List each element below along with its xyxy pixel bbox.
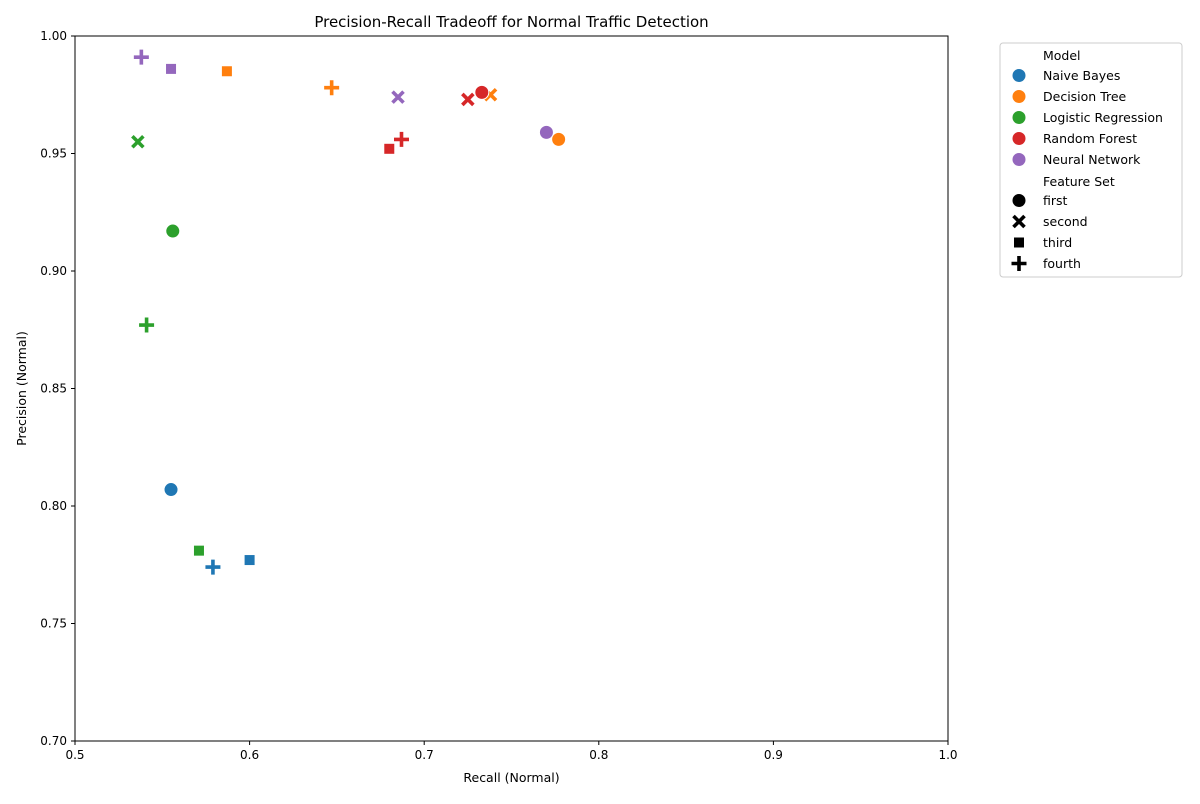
x-tick-label: 1.0 <box>938 748 957 762</box>
legend-frame <box>999 42 1183 278</box>
data-point-random-forest-third <box>384 143 395 154</box>
x-tick-label: 0.5 <box>65 748 84 762</box>
legend-label: first <box>1043 193 1068 208</box>
data-point-decision-tree-fourth <box>324 80 340 96</box>
x-tick-label: 0.8 <box>589 748 608 762</box>
data-point-naive-bayes-third <box>244 555 255 566</box>
data-point-logistic-regression-third <box>193 545 204 556</box>
data-point-logistic-regression-second <box>131 134 145 149</box>
legend-style-title: Feature Set <box>1043 174 1115 189</box>
legend-label: Neural Network <box>1043 152 1141 167</box>
data-points <box>131 49 567 575</box>
legend-marker-neural-network <box>1011 152 1027 167</box>
y-tick-label: 0.85 <box>40 382 67 396</box>
legend-marker-second <box>1012 214 1026 229</box>
y-tick-label: 0.70 <box>40 734 67 748</box>
x-axis-label: Recall (Normal) <box>463 770 559 785</box>
legend-label: fourth <box>1043 256 1081 271</box>
data-point-neural-network-third <box>166 63 177 74</box>
legend-marker-third <box>1014 237 1024 248</box>
data-point-naive-bayes-fourth <box>205 559 221 575</box>
legend-label: Naive Bayes <box>1043 68 1120 83</box>
y-tick-label: 0.80 <box>40 499 67 513</box>
data-point-random-forest-fourth <box>394 131 410 147</box>
legend-label: second <box>1043 214 1088 229</box>
x-tick-label: 0.7 <box>415 748 434 762</box>
x-tick-label: 0.6 <box>240 748 259 762</box>
legend-items: Naive Bayes Decision Tree Logistic Regress… <box>1011 68 1163 271</box>
legend-label: Decision Tree <box>1043 89 1127 104</box>
x-tick-label: 0.9 <box>764 748 783 762</box>
data-point-neural-network-fourth <box>133 49 149 65</box>
y-tick-label: 0.95 <box>40 147 67 161</box>
legend: Model Feature Set Naive Bayes Decision Tr… <box>999 42 1183 278</box>
y-tick-label: 1.00 <box>40 29 67 43</box>
y-tick-label: 0.90 <box>40 264 67 278</box>
data-point-logistic-regression-fourth <box>139 317 155 333</box>
legend-marker-logistic-regression <box>1011 110 1027 125</box>
x-axis: 0.5 0.6 0.7 0.8 0.9 1.0 <box>65 741 958 762</box>
data-point-decision-tree-first <box>551 131 567 147</box>
chart-title: Precision-Recall Tradeoff for Normal Tra… <box>314 13 708 31</box>
y-axis-label: Precision (Normal) <box>14 331 29 446</box>
legend-label: Random Forest <box>1043 131 1137 146</box>
y-axis: 0.70 0.75 0.80 0.85 0.90 0.95 1.00 <box>40 29 75 748</box>
legend-label: Logistic Regression <box>1043 110 1163 125</box>
data-point-decision-tree-third <box>221 66 232 77</box>
legend-hue-title: Model <box>1043 48 1081 63</box>
legend-marker-first <box>1011 193 1027 208</box>
data-point-random-forest-first <box>474 84 490 100</box>
legend-marker-random-forest <box>1011 131 1027 146</box>
legend-marker-naive-bayes <box>1011 68 1027 83</box>
y-tick-label: 0.75 <box>40 617 67 631</box>
data-point-naive-bayes-first <box>163 482 179 498</box>
legend-marker-decision-tree <box>1011 89 1027 104</box>
legend-marker-fourth <box>1011 256 1027 271</box>
data-point-logistic-regression-first <box>165 223 181 239</box>
data-point-random-forest-second <box>461 92 475 107</box>
data-point-neural-network-first <box>538 124 554 140</box>
legend-label: third <box>1043 235 1072 250</box>
plot-frame <box>74 35 949 742</box>
data-point-neural-network-second <box>391 90 405 104</box>
